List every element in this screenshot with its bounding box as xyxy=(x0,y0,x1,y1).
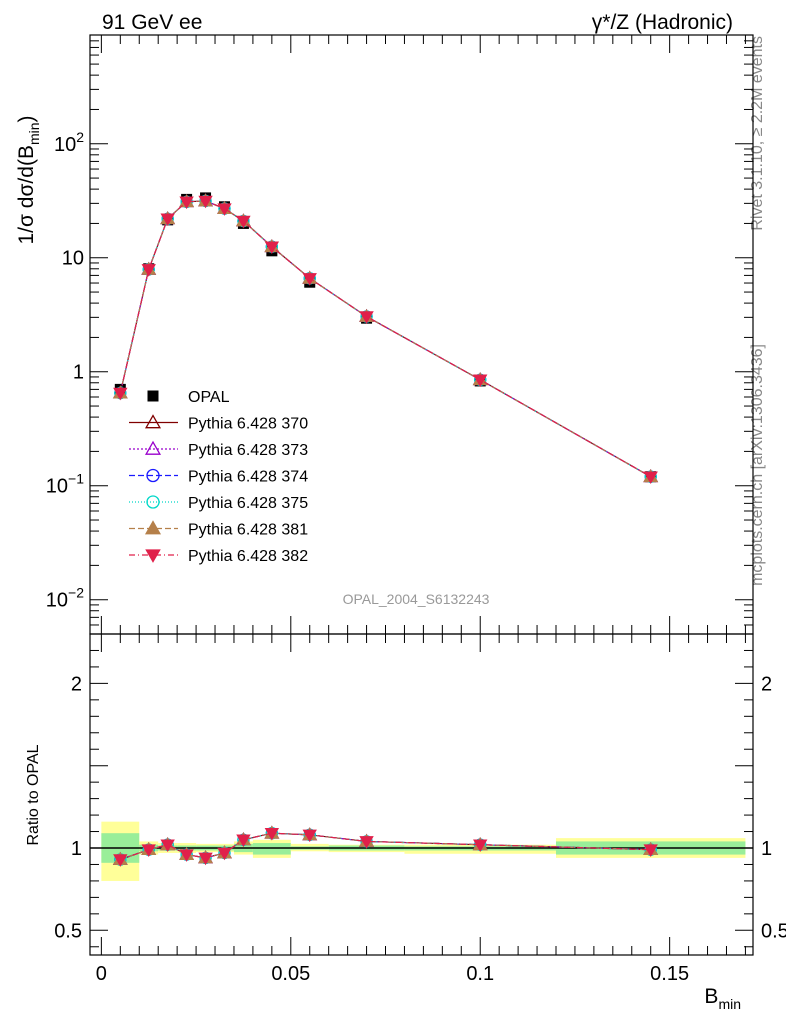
legend-marker xyxy=(146,468,160,483)
ratio-y-tick-label-right: 1 xyxy=(761,838,772,860)
series-point xyxy=(643,471,658,485)
series-line xyxy=(119,200,652,478)
ratio-y-tick-label-right: 2 xyxy=(761,673,772,695)
series-line xyxy=(119,200,652,478)
x-tick-label: 0.1 xyxy=(466,963,494,985)
y-tick-label: 10−2 xyxy=(46,585,84,612)
ratio-frame xyxy=(89,633,754,956)
legend-label: Pythia 6.428 373 xyxy=(188,442,308,459)
ratio-series-point xyxy=(160,839,175,853)
legend-marker xyxy=(144,520,162,535)
series-point xyxy=(113,387,128,401)
series-point xyxy=(160,213,175,227)
stat-uncertainty-band xyxy=(252,843,291,855)
legend-marker xyxy=(147,390,159,402)
main-ylabel-text: 1/σ dσ/d(Bmin) xyxy=(15,115,42,244)
y-tick-label: 10−1 xyxy=(46,471,84,498)
series-line xyxy=(119,200,652,478)
legend-label: Pythia 6.428 374 xyxy=(188,469,308,486)
x-tick-label: 0.05 xyxy=(271,963,310,985)
series-line xyxy=(119,200,652,478)
series-point xyxy=(473,374,488,388)
x-tick-label: 0.15 xyxy=(650,963,689,985)
ratio-panel: 0 0.05 0.1 0.15 0.5 0.5 1 1 2 2 xyxy=(54,633,786,985)
series-point xyxy=(236,215,251,229)
legend-label: Pythia 6.428 382 xyxy=(188,548,308,565)
ratio-series-point xyxy=(359,836,374,849)
ratio-series-point xyxy=(302,829,317,843)
series-point xyxy=(264,241,280,255)
legend: OPAL Pythia 6.428 370 Pythia 6.428 373 Pyth… xyxy=(129,389,308,565)
ratio-series-point xyxy=(264,827,280,841)
series-line xyxy=(119,200,652,478)
x-axis-label: Bmin xyxy=(704,985,741,1012)
ratio-y-tick-label: 1 xyxy=(71,838,82,860)
header-right: γ*/Z (Hadronic) xyxy=(592,11,733,34)
series-point xyxy=(302,273,317,286)
y-tick-label: 102 xyxy=(54,129,84,156)
ratio-series-point xyxy=(141,844,156,857)
ratio-series-line xyxy=(120,832,651,861)
legend-label: Pythia 6.428 375 xyxy=(188,495,308,512)
ratio-ylabel: Ratio to OPAL xyxy=(25,744,42,845)
ratio-series-point xyxy=(643,844,658,857)
main-panel: 10−2 10−1 1 10 102 xyxy=(46,34,754,635)
main-frame xyxy=(89,34,754,635)
legend-marker xyxy=(144,414,162,429)
rivet-label: Rivet 3.1.10, ≥ 2.2M events xyxy=(749,36,766,231)
ratio-series-point xyxy=(217,847,232,861)
legend-marker xyxy=(144,440,162,455)
ratio-y-tick-label: 2 xyxy=(71,673,82,695)
series-point xyxy=(141,264,156,277)
legend-label: Pythia 6.428 381 xyxy=(188,522,308,539)
ratio-series-point xyxy=(473,839,488,853)
header-left: 91 GeV ee xyxy=(102,11,202,34)
series-point xyxy=(198,195,213,209)
ratio-y-tick-label: 0.5 xyxy=(54,920,82,942)
legend-marker xyxy=(145,549,161,563)
ratio-series-point xyxy=(198,852,213,866)
legend-label: OPAL xyxy=(188,389,230,406)
ratio-y-tick-label-right: 0.5 xyxy=(761,920,786,942)
series-point xyxy=(359,311,374,324)
legend-label: Pythia 6.428 370 xyxy=(188,416,308,433)
series-point xyxy=(217,203,232,216)
series-point xyxy=(179,196,194,210)
ratio-series-point xyxy=(179,849,194,862)
analysis-id: OPAL_2004_S6132243 xyxy=(343,591,490,607)
series-line xyxy=(119,200,652,478)
x-tick-label: 0 xyxy=(96,963,107,985)
ratio-series-point xyxy=(236,834,251,848)
main-ylabel: 1/σ dσ/d(Bmin) xyxy=(15,115,42,244)
mcplots-label: mcplots.cern.ch [arXiv:1306.3436] xyxy=(749,344,766,586)
y-tick-label: 10 xyxy=(62,248,84,270)
ratio-series-point xyxy=(113,854,128,867)
y-tick-label: 1 xyxy=(73,362,84,384)
legend-marker xyxy=(146,495,160,509)
